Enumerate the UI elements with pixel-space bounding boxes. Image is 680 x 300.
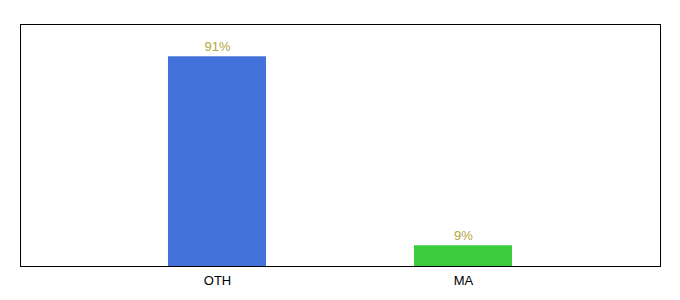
svg-text:MA: MA [454,273,474,288]
svg-text:91%: 91% [204,39,230,54]
svg-text:9%: 9% [454,228,473,243]
svg-text:OTH: OTH [204,273,231,288]
